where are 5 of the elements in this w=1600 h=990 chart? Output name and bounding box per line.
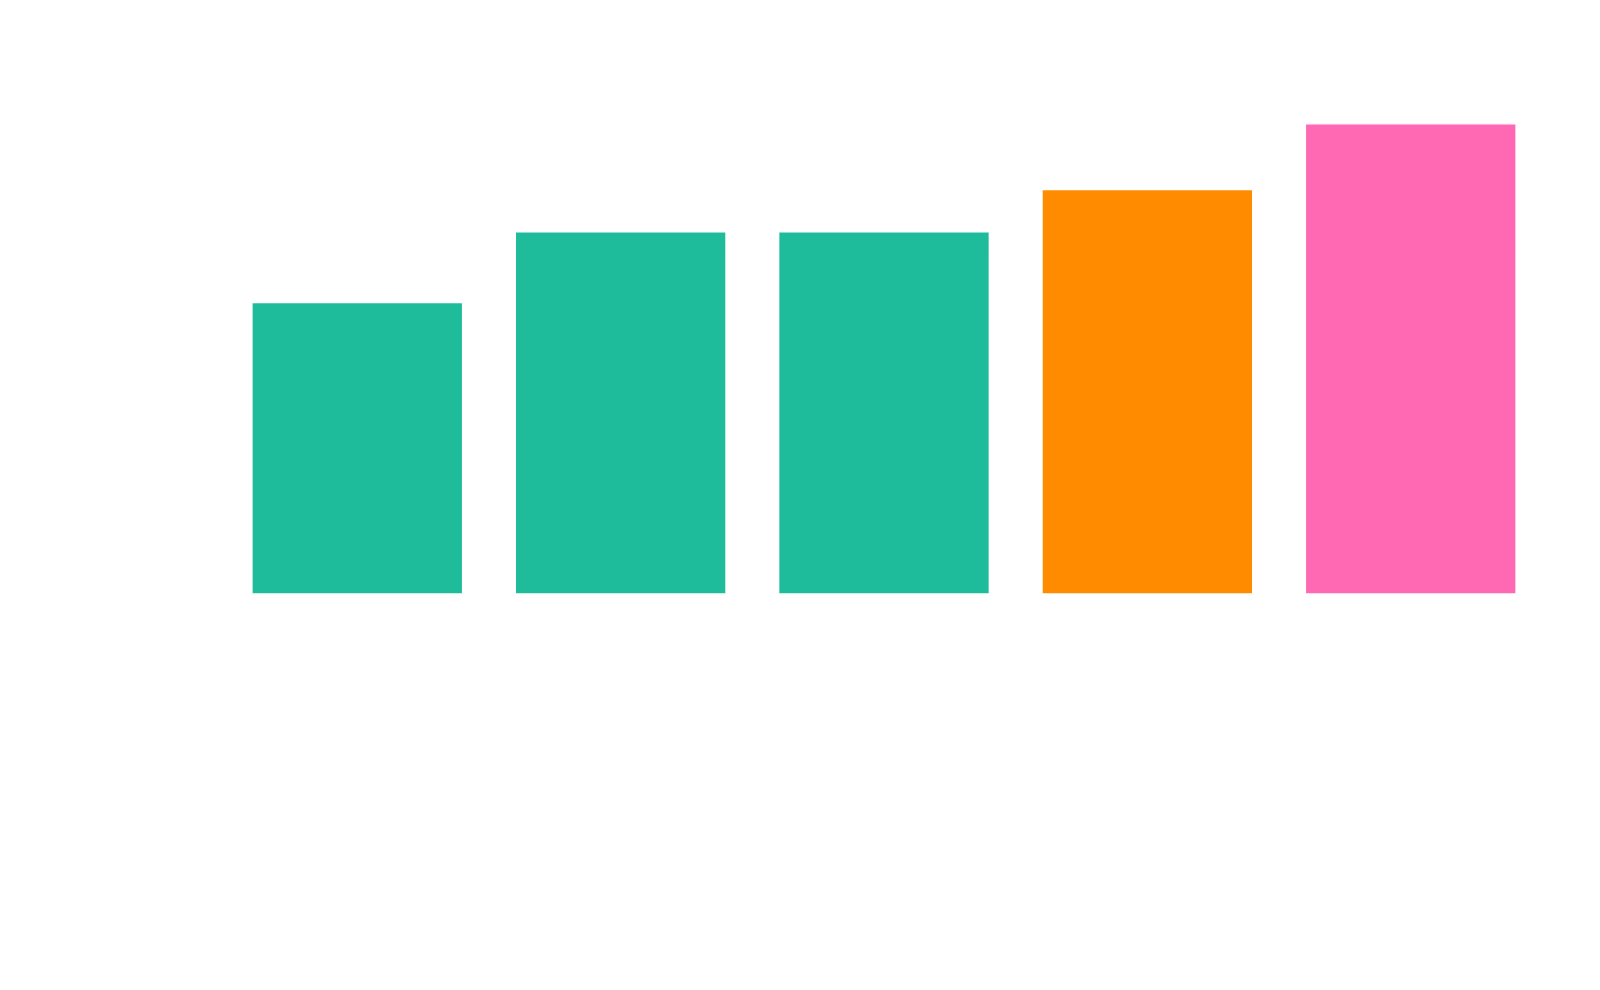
bar (1304, 123, 1517, 594)
bar (777, 231, 991, 594)
bar (251, 301, 464, 594)
bar (514, 231, 727, 594)
bar (1041, 188, 1254, 594)
